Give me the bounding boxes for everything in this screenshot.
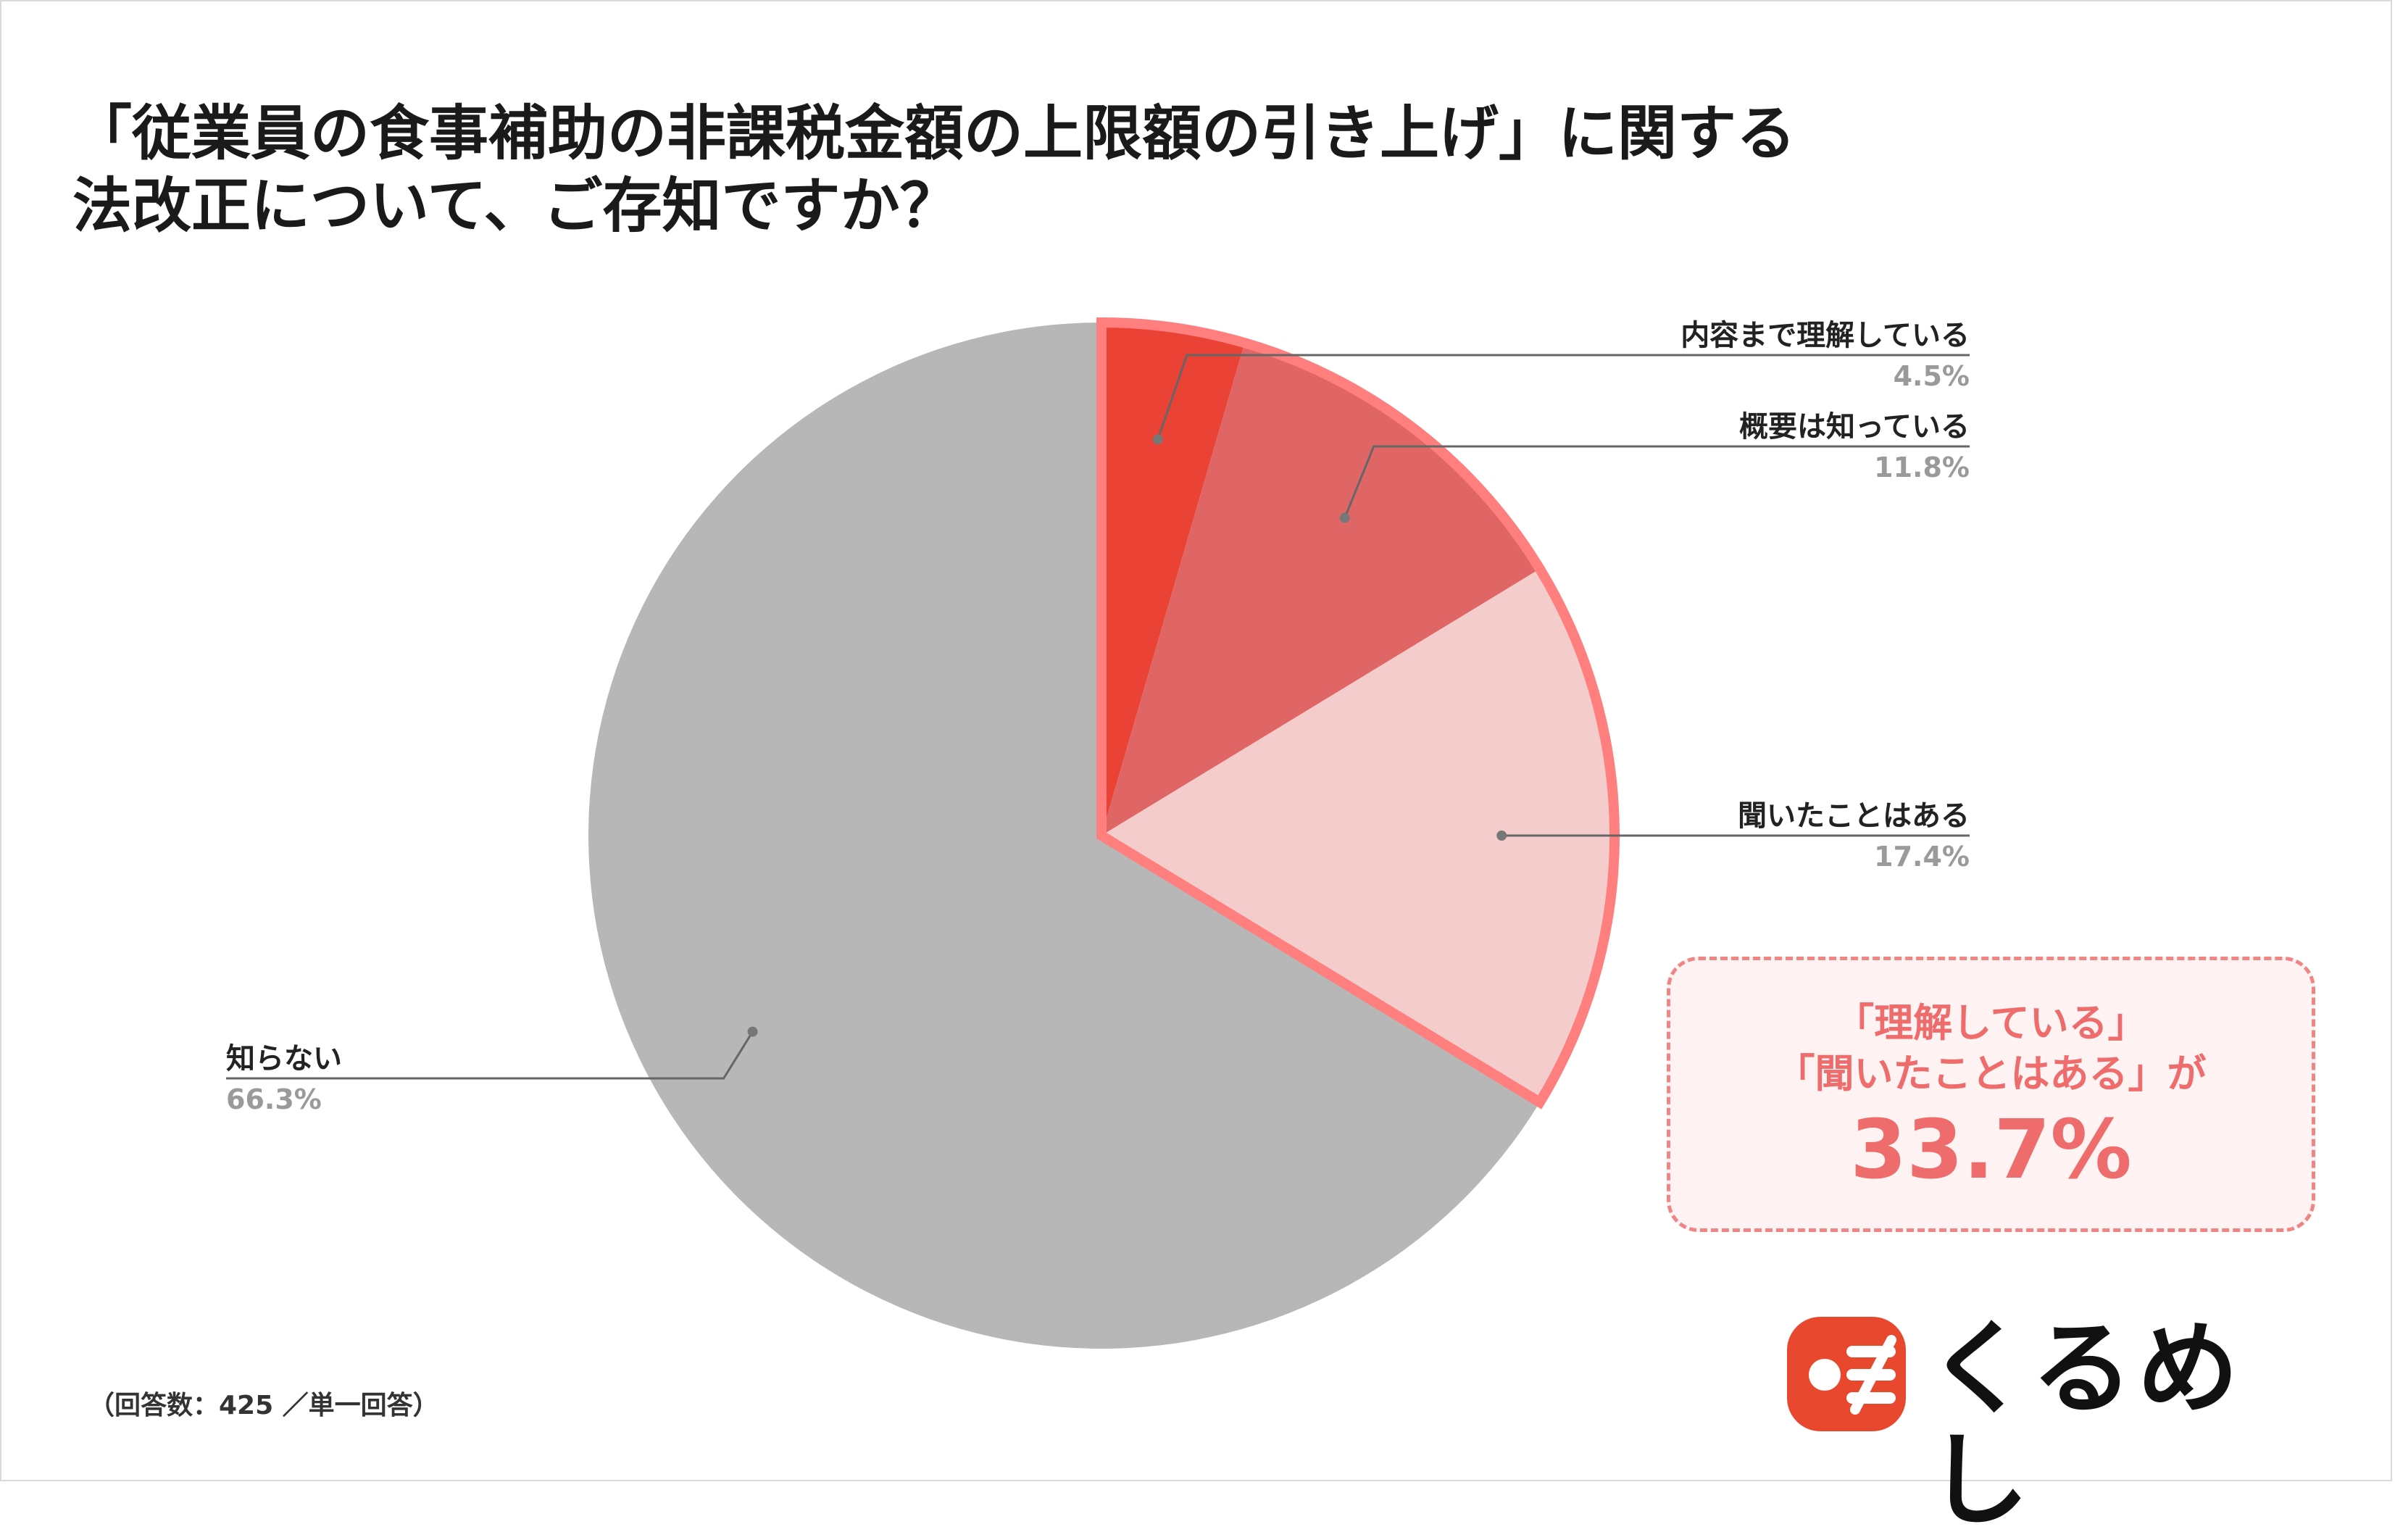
kurumeshi-logo-icon (1787, 1317, 1906, 1431)
leader-line-3 (226, 1031, 754, 1080)
slice-value-3: 66.3% (226, 1083, 322, 1115)
title-line-2: 法改正について、ご存知ですか？ (72, 172, 959, 241)
leader-dot-2 (1496, 831, 1507, 841)
brand-name: くるめし (1928, 1310, 2244, 1540)
pie-slice-3 (588, 322, 1540, 1349)
slice-label-1: 概要は知っている (1739, 410, 1970, 444)
slice-value-1: 11.8% (1874, 451, 1970, 483)
callout-line-2: 「聞いたことはある」が (1775, 1051, 2207, 1097)
leader-line-1 (1344, 445, 1970, 519)
pie-slice-0 (1101, 322, 1245, 836)
slice-value-2: 17.4% (1874, 841, 1970, 873)
leader-dot-1 (1339, 512, 1350, 523)
highlight-outline-path (1096, 317, 1620, 1110)
title-line-1: 「従業員の食事補助の非課税金額の上限額の引き上げ」に関する (72, 99, 1796, 168)
pie-highlight-outline (1096, 317, 1620, 1110)
response-count-note: （回答数：425 ／単一回答） (88, 1391, 439, 1420)
pie-slice-2 (1101, 568, 1615, 1103)
slice-label-0: 内容まで理解している (1680, 319, 1970, 352)
callout-line-1: 「理解している」 (1835, 1000, 2147, 1046)
slice-labels: 内容まで理解している 4.5% 概要は知っている 11.8% 聞いたことはある … (226, 319, 1970, 1115)
leader-dot-3 (747, 1026, 758, 1037)
slice-value-0: 4.5% (1894, 360, 1970, 392)
brand-logo: くるめし (1783, 1308, 2304, 1537)
pie-slices (588, 322, 1615, 1349)
leader-dot-0 (1152, 434, 1163, 445)
slice-label-2: 聞いたことはある (1738, 799, 1970, 833)
leader-line-0 (1157, 354, 1970, 440)
leader-lines (226, 354, 1970, 1080)
chart-frame (0, 0, 2392, 1481)
summary-callout: 「理解している」 「聞いたことはある」が 33.7% (1667, 957, 2315, 1232)
pie-slice-1 (1101, 343, 1540, 836)
chart-title: 「従業員の食事補助の非課税金額の上限額の引き上げ」に関する 法改正について、ご存… (72, 98, 1796, 243)
slice-label-3: 知らない (226, 1042, 342, 1075)
pie-chart: 内容まで理解している 4.5% 概要は知っている 11.8% 聞いたことはある … (226, 317, 1970, 1349)
callout-value: 33.7% (1850, 1103, 2132, 1198)
